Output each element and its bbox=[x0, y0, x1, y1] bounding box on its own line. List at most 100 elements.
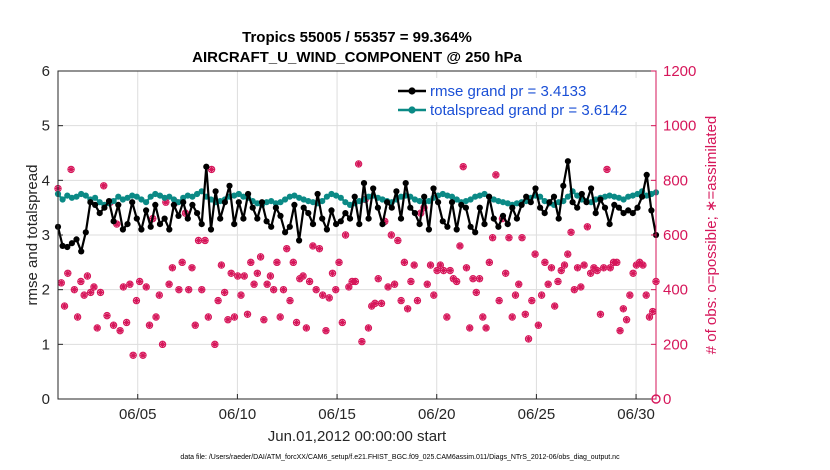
series-point-rmse bbox=[351, 193, 358, 200]
obs-count-marker bbox=[583, 223, 592, 231]
obs-assimilated-star bbox=[358, 338, 366, 345]
series-point-rmse bbox=[643, 171, 650, 178]
obs-assimilated-star bbox=[90, 283, 98, 291]
series-point-rmse bbox=[119, 226, 126, 233]
series-point-rmse bbox=[305, 210, 312, 217]
obs-assimilated-star bbox=[143, 283, 150, 291]
obs-count-marker bbox=[315, 244, 324, 253]
obs-assimilated-star bbox=[234, 272, 241, 280]
series-point-rmse bbox=[254, 215, 261, 222]
obs-assimilated-star bbox=[518, 234, 526, 241]
obs-assimilated-star bbox=[603, 166, 611, 173]
obs-assimilated-star bbox=[365, 324, 372, 332]
obs-count-marker bbox=[443, 313, 451, 321]
obs-count-marker bbox=[338, 318, 346, 327]
obs-count-marker bbox=[227, 269, 235, 277]
left-tick-label: 3 bbox=[42, 227, 50, 244]
obs-assimilated-star bbox=[345, 283, 353, 291]
obs-assimilated-star bbox=[551, 302, 558, 310]
series-point-totalspread bbox=[448, 193, 456, 200]
obs-count-marker bbox=[60, 302, 69, 310]
right-tick-label: 1200 bbox=[663, 63, 696, 80]
obs-assimilated-star bbox=[600, 264, 607, 271]
obs-assimilated-star bbox=[388, 231, 395, 239]
obs-count-marker bbox=[266, 272, 275, 280]
obs-assimilated-star bbox=[221, 289, 228, 296]
obs-count-marker bbox=[188, 264, 196, 272]
obs-assimilated-star bbox=[67, 166, 75, 173]
obs-count-marker bbox=[573, 264, 582, 272]
obs-count-marker bbox=[544, 280, 552, 288]
series-point-rmse bbox=[64, 243, 71, 251]
series-point-rmse bbox=[78, 248, 85, 255]
series-point-rmse bbox=[180, 199, 187, 206]
obs-count-marker bbox=[521, 310, 529, 318]
series-point-rmse bbox=[342, 210, 349, 217]
obs-assimilated-star bbox=[175, 286, 183, 293]
obs-assimilated-star bbox=[410, 261, 418, 269]
obs-count-marker bbox=[243, 310, 252, 318]
obs-assimilated-star bbox=[522, 311, 529, 318]
obs-assimilated-star bbox=[254, 270, 261, 277]
obs-assimilated-star bbox=[58, 279, 65, 287]
right-tick-label: 800 bbox=[663, 172, 688, 189]
obs-assimilated-star bbox=[247, 259, 254, 266]
series-point-rmse bbox=[115, 201, 122, 208]
series-point-totalspread bbox=[92, 194, 99, 201]
obs-count-marker bbox=[237, 291, 245, 299]
series-point-rmse bbox=[546, 199, 553, 206]
obs-assimilated-star bbox=[479, 313, 487, 321]
obs-count-marker bbox=[462, 264, 471, 272]
obs-assimilated-star bbox=[375, 275, 382, 282]
obs-assimilated-star bbox=[208, 166, 215, 173]
series-point-rmse bbox=[207, 226, 215, 233]
obs-count-marker bbox=[263, 280, 271, 288]
legend-spread-label: totalspread grand pr = 3.6142 bbox=[430, 102, 627, 119]
obs-count-marker bbox=[390, 280, 399, 288]
series-point-rmse bbox=[356, 221, 363, 228]
series-point-rmse bbox=[393, 188, 400, 195]
obs-assimilated-star bbox=[486, 259, 493, 266]
x-tick-label: 06/05 bbox=[119, 406, 157, 423]
series-point-rmse bbox=[374, 204, 381, 211]
obs-assimilated-star bbox=[352, 278, 359, 285]
series-point-rmse bbox=[296, 237, 303, 244]
series-point-totalspread bbox=[481, 190, 488, 198]
obs-count-marker bbox=[224, 316, 232, 324]
series-point-totalspread bbox=[425, 198, 432, 205]
obs-count-marker bbox=[165, 280, 173, 288]
obs-assimilated-star bbox=[224, 316, 232, 323]
obs-count-marker bbox=[93, 324, 101, 332]
obs-count-marker bbox=[524, 335, 533, 343]
obs-count-marker bbox=[554, 277, 562, 286]
series-point-totalspread bbox=[499, 199, 507, 206]
series-point-rmse bbox=[170, 201, 177, 208]
obs-count-marker bbox=[175, 285, 183, 294]
series-point-rmse bbox=[328, 207, 335, 214]
series-point-rmse bbox=[161, 215, 168, 222]
obs-count-marker bbox=[211, 340, 219, 349]
obs-count-markers bbox=[54, 160, 661, 404]
obs-count-marker bbox=[354, 160, 363, 168]
obs-assimilated-star bbox=[280, 286, 287, 293]
obs-count-marker bbox=[185, 285, 193, 294]
series-point-rmse bbox=[625, 207, 632, 214]
series-point-rmse bbox=[217, 215, 224, 222]
series-point-rmse bbox=[258, 199, 266, 206]
x-tick-label: 06/15 bbox=[318, 406, 356, 423]
series-point-totalspread bbox=[467, 196, 474, 203]
obs-assimilated-star bbox=[509, 313, 516, 321]
series-point-rmse bbox=[578, 190, 585, 198]
series-point-totalspread bbox=[333, 192, 340, 199]
obs-assimilated-star bbox=[185, 286, 192, 293]
obs-assimilated-star bbox=[574, 264, 581, 271]
obs-assimilated-star bbox=[430, 291, 437, 299]
obs-assimilated-star bbox=[165, 281, 173, 288]
series-point-totalspread bbox=[156, 192, 164, 199]
obs-assimilated-star bbox=[64, 270, 72, 277]
obs-assimilated-star bbox=[139, 352, 147, 359]
series-point-totalspread bbox=[268, 198, 275, 205]
obs-count-marker bbox=[250, 280, 258, 288]
obs-count-marker bbox=[508, 313, 516, 321]
obs-count-marker bbox=[67, 165, 75, 174]
